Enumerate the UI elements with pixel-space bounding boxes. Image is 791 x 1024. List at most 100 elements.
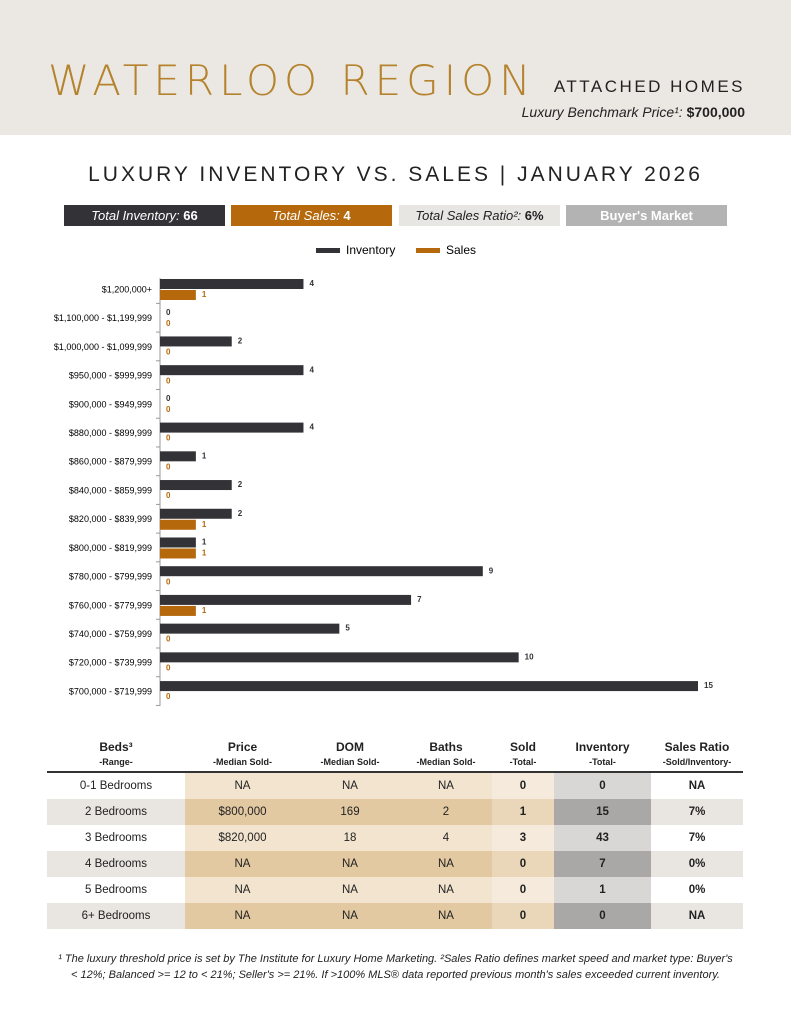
- table-cell: NA: [400, 903, 492, 929]
- category-label: $780,000 - $799,999: [69, 572, 152, 582]
- legend-label: Sales: [446, 243, 476, 257]
- category-label: $740,000 - $759,999: [69, 629, 152, 639]
- header-sub: -Median Sold-: [320, 757, 380, 767]
- table-cell: 0-1 Bedrooms: [47, 772, 185, 799]
- legend-swatch: [316, 248, 340, 253]
- bar: [160, 566, 483, 577]
- data-label: 0: [166, 308, 171, 317]
- table-cell: NA: [400, 851, 492, 877]
- data-label: 0: [166, 692, 171, 701]
- column-header: Beds³ -Range-: [47, 738, 185, 773]
- table-cell: NA: [185, 903, 300, 929]
- table-cell: 0%: [651, 877, 743, 903]
- data-label: 4: [309, 365, 314, 374]
- data-label: 1: [202, 606, 207, 615]
- bar: [160, 336, 232, 347]
- data-label: 0: [166, 348, 171, 357]
- benchmark-value: $700,000: [686, 104, 745, 120]
- table-cell: 15: [554, 799, 651, 825]
- table-cell: NA: [651, 903, 743, 929]
- header-sub: -Sold/Inventory-: [662, 757, 732, 767]
- table-cell: 7%: [651, 799, 743, 825]
- data-label: 1: [202, 290, 207, 299]
- header-band: [0, 0, 791, 135]
- data-label: 0: [166, 491, 171, 500]
- table-cell: 4 Bedrooms: [47, 851, 185, 877]
- category-label: $800,000 - $819,999: [69, 543, 152, 553]
- table-cell: NA: [300, 772, 400, 799]
- table-cell: 0%: [651, 851, 743, 877]
- table-row: 6+ Bedrooms NA NA NA 0 0 NA: [47, 903, 743, 929]
- stats-table: Beds³ -Range- Price -Median Sold- DOM -Median…: [47, 738, 743, 929]
- property-type: ATTACHED HOMES: [553, 77, 745, 96]
- table-cell: $800,000: [185, 799, 300, 825]
- category-label: $880,000 - $899,999: [69, 428, 152, 438]
- legend-swatch: [416, 248, 440, 253]
- data-label: 0: [166, 405, 171, 414]
- data-label: 0: [166, 577, 171, 586]
- header-title: Sales Ratio: [664, 740, 730, 754]
- column-header: Sold -Total-: [492, 738, 554, 773]
- summary-label: Total Sales:: [272, 208, 340, 223]
- bar: [160, 594, 412, 605]
- table-cell: 3: [492, 825, 554, 851]
- table-cell: 0: [492, 877, 554, 903]
- bar: [160, 548, 196, 559]
- table-row: 2 Bedrooms $800,000 169 2 1 15 7%: [47, 799, 743, 825]
- table-cell: 169: [300, 799, 400, 825]
- category-label: $1,100,000 - $1,199,999: [54, 313, 152, 323]
- table-cell: 43: [554, 825, 651, 851]
- table-row: 4 Bedrooms NA NA NA 0 7 0%: [47, 851, 743, 877]
- header-title: Baths: [429, 740, 463, 754]
- header-sub: -Total-: [509, 757, 537, 767]
- bar: [160, 623, 340, 634]
- data-label: 0: [166, 635, 171, 644]
- category-label: $720,000 - $739,999: [69, 658, 152, 668]
- header-sub: -Total-: [589, 757, 616, 767]
- bar: [160, 605, 196, 616]
- table-cell: NA: [400, 877, 492, 903]
- table-cell: 7%: [651, 825, 743, 851]
- data-label: 2: [238, 509, 243, 518]
- bar: [160, 508, 232, 519]
- bar: [160, 279, 304, 289]
- data-label: 9: [489, 566, 494, 575]
- table-cell: 2 Bedrooms: [47, 799, 185, 825]
- data-label: 0: [166, 434, 171, 443]
- table-cell: 2: [400, 799, 492, 825]
- bar: [160, 519, 196, 530]
- benchmark-label: Luxury Benchmark Price¹:: [521, 104, 683, 120]
- chart: Inventory Sales $1,200,000+ 4 1 $1,100,000 - …: [54, 243, 713, 706]
- data-label: 1: [202, 520, 207, 529]
- category-label: $1,200,000+: [102, 284, 152, 294]
- bar: [160, 681, 698, 692]
- bar: [160, 451, 196, 462]
- table-cell: 3 Bedrooms: [47, 825, 185, 851]
- table-cell: 0: [554, 903, 651, 929]
- data-label: 15: [704, 681, 713, 690]
- data-label: 1: [202, 549, 207, 558]
- summary-value: 66: [183, 208, 198, 223]
- table-cell: NA: [185, 877, 300, 903]
- column-header: DOM -Median Sold-: [300, 738, 400, 773]
- table-cell: 0: [554, 772, 651, 799]
- legend-label: Inventory: [346, 243, 395, 257]
- data-label: 0: [166, 663, 171, 672]
- category-label: $700,000 - $719,999: [69, 686, 152, 696]
- table-cell: NA: [651, 772, 743, 799]
- table-cell: 0: [492, 903, 554, 929]
- data-label: 2: [238, 337, 243, 346]
- table-header: Beds³ -Range- Price -Median Sold- DOM -Median…: [47, 738, 743, 773]
- header-title: Inventory: [575, 740, 630, 754]
- category-label: $820,000 - $839,999: [69, 514, 152, 524]
- data-label: 4: [309, 423, 314, 432]
- bar: [160, 652, 519, 663]
- data-label: 1: [202, 538, 207, 547]
- summary-value: 4: [343, 208, 351, 223]
- summary-label: Total Sales Ratio²:: [415, 208, 522, 223]
- header-sub: -Range-: [99, 757, 133, 767]
- header-title: DOM: [336, 740, 364, 754]
- table-cell: 6+ Bedrooms: [47, 903, 185, 929]
- table-cell: $820,000: [185, 825, 300, 851]
